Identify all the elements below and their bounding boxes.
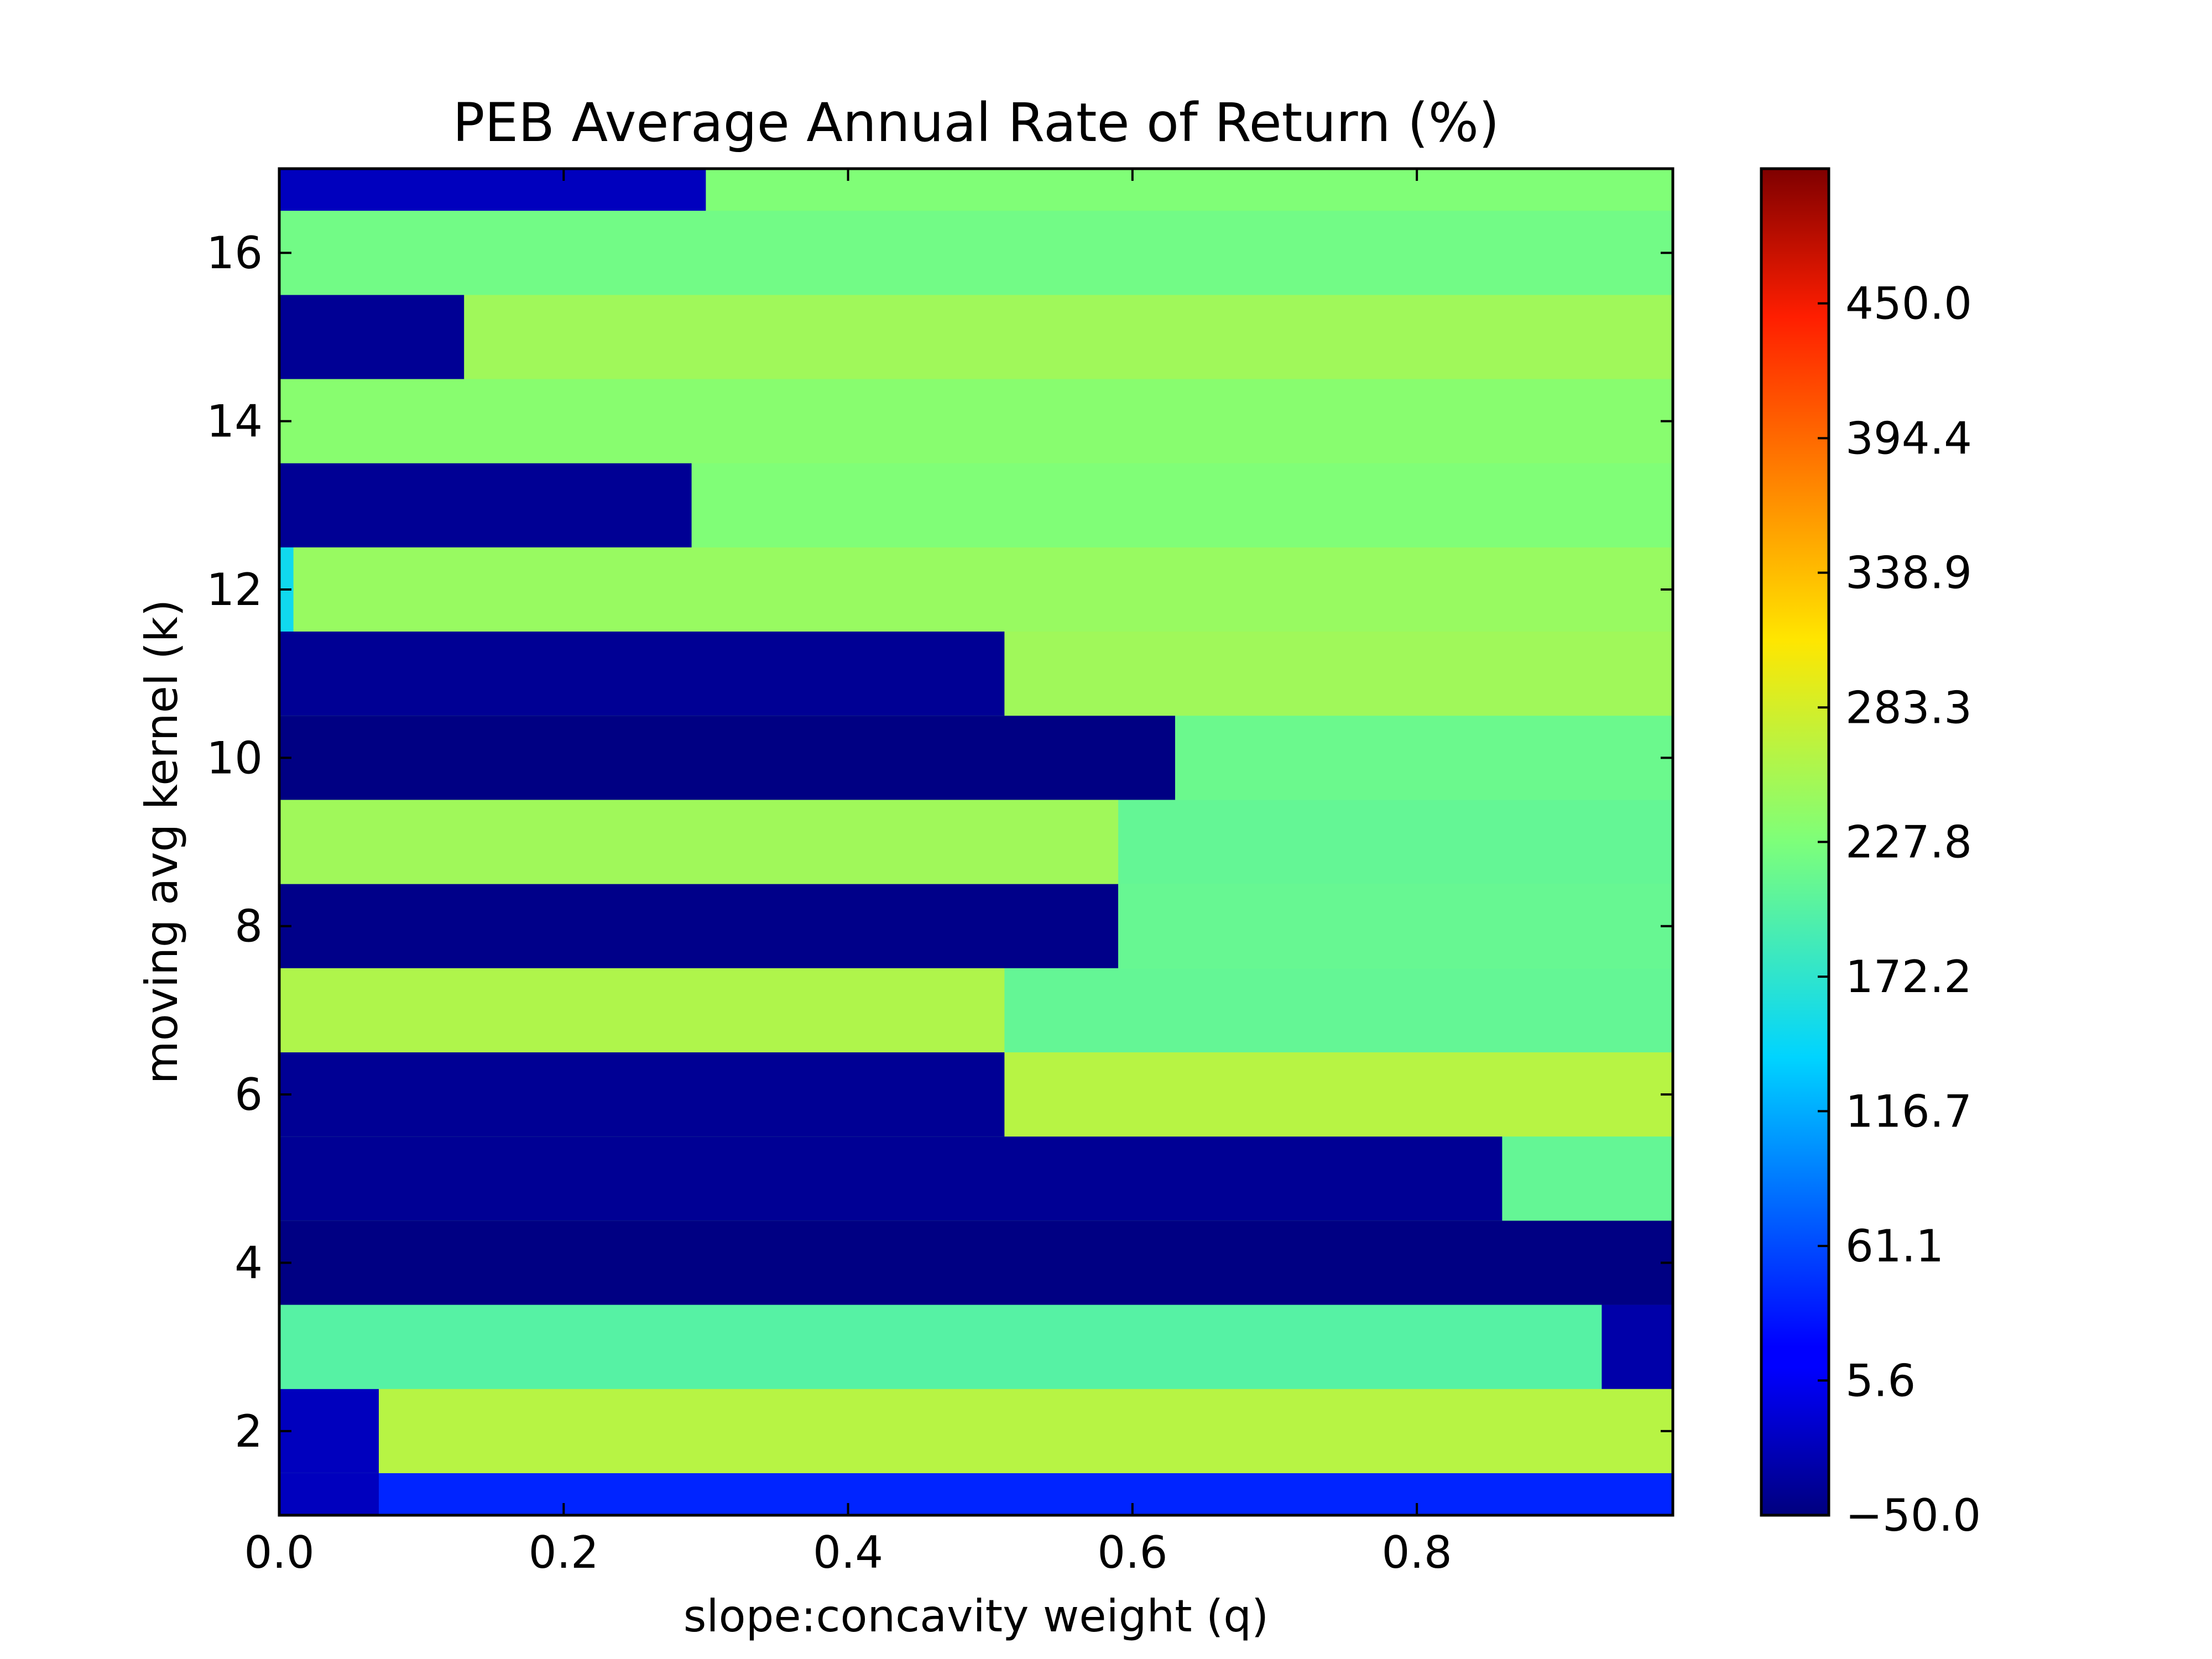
colorbar (1760, 167, 1830, 1517)
heatmap-cell (279, 463, 692, 547)
colorbar-tick-label: 116.7 (1845, 1086, 1972, 1137)
x-tick-label: 0.8 (1382, 1527, 1452, 1578)
colorbar-tick-label: 5.6 (1845, 1355, 1916, 1406)
heatmap-cell (279, 1220, 1673, 1305)
heatmap-cell (279, 1473, 379, 1515)
heatmap-cell (706, 169, 1673, 211)
x-axis-label: slope:concavity weight (q) (684, 1590, 1269, 1642)
y-tick-label: 4 (234, 1237, 263, 1288)
plot-frame (278, 167, 1674, 1517)
colorbar-tick-label: 283.3 (1845, 682, 1972, 733)
heatmap-cell (1004, 632, 1673, 716)
heatmap-cell (293, 547, 1673, 632)
heatmap-cell (379, 1389, 1673, 1473)
y-tick-label: 16 (206, 227, 263, 279)
heatmap-cell (279, 884, 1119, 968)
heatmap-cell (279, 632, 1005, 716)
colorbar-tick-label: 172.2 (1845, 951, 1972, 1003)
heatmap-cell (1175, 716, 1673, 800)
heatmap-cell (279, 379, 1673, 463)
heatmap-cell (279, 800, 1119, 884)
heatmap-cell (464, 295, 1673, 379)
y-tick-label: 2 (234, 1406, 263, 1457)
heatmap-cell (279, 169, 706, 211)
heatmap-cell (279, 1389, 379, 1473)
heatmap-cell (1004, 968, 1673, 1052)
colorbar-tick-label: 394.4 (1845, 413, 1972, 464)
y-tick-label: 12 (206, 564, 263, 615)
colorbar-tick-label: 61.1 (1845, 1220, 1944, 1272)
heatmap-cell (279, 295, 465, 379)
colorbar-ticks: −50.0 5.6 61.1 116.7 172.2 227.8 283.3 338.9 394… (1818, 278, 1981, 1541)
colorbar-tick-label: −50.0 (1845, 1490, 1981, 1541)
heatmap-cell (1004, 1052, 1673, 1137)
heatmap-cell (1118, 884, 1673, 968)
colorbar-tick-label: 450.0 (1845, 278, 1972, 330)
heatmap-cell (279, 716, 1175, 800)
heatmap-field (279, 169, 1673, 1515)
heatmap-cell (279, 1305, 1602, 1389)
chart-title: PEB Average Annual Rate of Return (%) (453, 92, 1500, 154)
colorbar-tick-label: 338.9 (1845, 547, 1972, 599)
x-axis-ticks: 0.0 0.2 0.4 0.6 0.8 (244, 169, 1452, 1578)
x-tick-label: 0.4 (813, 1527, 883, 1578)
heatmap-cell (279, 1052, 1005, 1137)
y-axis-label: moving avg kernel (k) (136, 599, 187, 1084)
heatmap-cell (279, 211, 1673, 295)
heatmap-cell (1502, 1136, 1673, 1221)
heatmap-cell (379, 1473, 1673, 1515)
y-tick-label: 8 (234, 901, 263, 952)
x-tick-label: 0.0 (244, 1527, 314, 1578)
heatmap-cell (279, 1136, 1503, 1221)
y-tick-label: 6 (234, 1069, 263, 1120)
heatmap-cell (279, 968, 1005, 1052)
x-tick-label: 0.6 (1097, 1527, 1167, 1578)
colorbar-tick-label: 227.8 (1845, 817, 1972, 868)
y-tick-label: 14 (206, 396, 263, 447)
x-tick-label: 0.2 (529, 1527, 599, 1578)
y-axis-ticks: 2 4 6 8 10 12 14 16 (206, 227, 1673, 1457)
heatmap-cell (1118, 800, 1673, 884)
heatmap-cell (691, 463, 1673, 547)
heatmap-cell (1601, 1305, 1673, 1389)
heatmap-bands (279, 169, 1673, 1515)
y-tick-label: 10 (206, 732, 263, 784)
